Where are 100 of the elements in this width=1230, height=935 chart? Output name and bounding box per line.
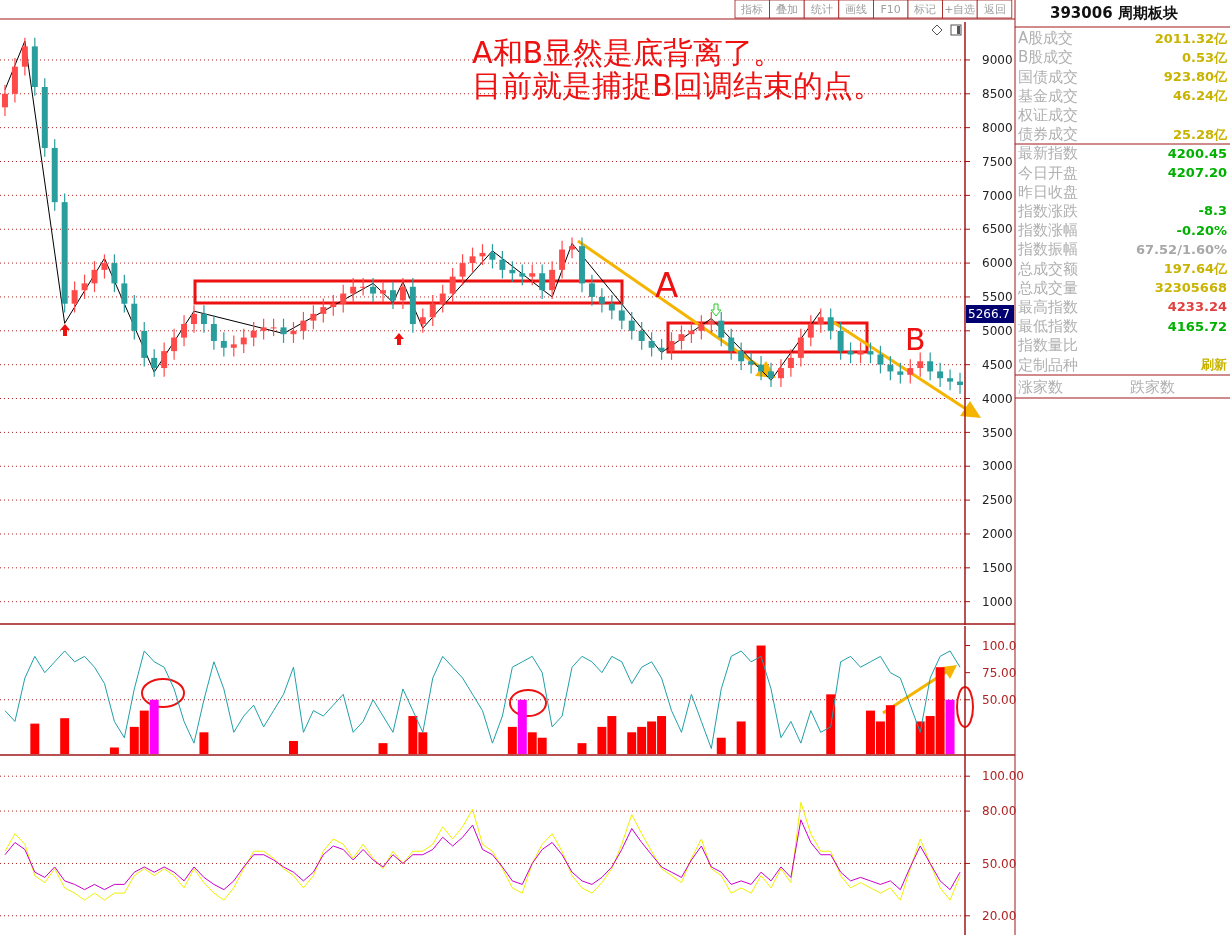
candlestick xyxy=(290,322,297,343)
y-tick-label: 3000 xyxy=(982,459,1013,474)
candlestick xyxy=(817,308,824,333)
candlestick xyxy=(21,37,28,76)
candlestick xyxy=(529,264,536,286)
text: 涨家数 xyxy=(1018,378,1063,397)
category-label: 国债成交 xyxy=(1018,67,1078,86)
candlestick xyxy=(81,274,88,299)
candlestick xyxy=(847,342,854,364)
candlestick xyxy=(807,315,814,347)
bar xyxy=(507,726,517,754)
bar xyxy=(289,740,298,754)
candlestick xyxy=(917,352,924,377)
candlestick xyxy=(797,328,804,367)
text: -0.20% xyxy=(1176,222,1227,238)
text: 5266.7 xyxy=(968,307,1010,322)
candlestick xyxy=(161,342,168,377)
candlestick xyxy=(399,278,406,310)
text: 25.28亿 xyxy=(1172,126,1227,142)
candlestick xyxy=(777,359,784,387)
candlestick xyxy=(738,342,745,370)
y-tick-label: 100.0 xyxy=(982,638,1017,653)
candlestick xyxy=(350,278,357,303)
bar xyxy=(199,732,209,754)
text: 0.53亿 xyxy=(1181,49,1227,65)
candlestick xyxy=(300,311,307,340)
candlestick xyxy=(658,339,665,360)
candlestick xyxy=(648,332,655,357)
candlestick xyxy=(708,311,715,333)
y-tick-label: 5000 xyxy=(982,324,1013,338)
bar xyxy=(756,645,766,754)
y-tick-label: 8500 xyxy=(982,86,1013,101)
text: 393006 周期板块 xyxy=(1050,4,1178,22)
y-tick-label: 3500 xyxy=(982,425,1013,440)
bar xyxy=(109,747,119,754)
candlestick xyxy=(429,294,436,326)
category-label: 总成交额 xyxy=(1017,259,1078,278)
text: 4200.45 xyxy=(1167,145,1227,161)
candlestick xyxy=(519,264,526,286)
y-tick-label: 4500 xyxy=(982,357,1013,372)
candlestick xyxy=(191,305,197,333)
y-tick-label: 5500 xyxy=(982,290,1013,305)
candlestick xyxy=(489,244,496,269)
y-tick-label: 75.00 xyxy=(982,665,1017,680)
candlestick xyxy=(718,311,725,347)
y-tick-label: 20.00 xyxy=(982,909,1017,923)
candlestick xyxy=(588,274,595,306)
y-tick-label: 1500 xyxy=(982,561,1013,576)
bar xyxy=(826,694,836,754)
candlestick xyxy=(449,267,456,303)
candlestick xyxy=(668,332,675,360)
candlestick xyxy=(389,281,396,310)
candlestick xyxy=(937,362,944,387)
candlestick xyxy=(419,308,426,333)
bar xyxy=(30,723,40,754)
category-label: +自选 xyxy=(944,2,976,16)
candlestick xyxy=(360,278,367,296)
candlestick xyxy=(827,308,834,340)
candlestick xyxy=(758,355,765,381)
bar xyxy=(378,743,388,754)
candlestick xyxy=(628,311,635,340)
candlestick xyxy=(857,342,864,364)
category-label: 今日开盘 xyxy=(1018,163,1078,182)
candlestick xyxy=(240,328,247,354)
y-tick-label: 4000 xyxy=(982,391,1013,406)
candlestick xyxy=(598,288,605,313)
candlestick xyxy=(897,362,904,384)
category-label: 指数涨跌 xyxy=(1017,202,1078,221)
text: 67.52/1.60% xyxy=(1136,241,1227,257)
bar xyxy=(716,737,726,754)
y-tick-label: 50.00 xyxy=(982,692,1017,707)
candlestick xyxy=(907,359,914,384)
candlestick xyxy=(459,254,466,286)
candlestick xyxy=(280,318,287,343)
candlestick xyxy=(927,352,934,381)
bar xyxy=(736,721,746,754)
candlestick xyxy=(867,342,874,364)
category-label: 指数涨幅 xyxy=(1017,221,1078,240)
candlestick xyxy=(688,322,695,343)
category-label: 最高指数 xyxy=(1018,298,1078,317)
candlestick xyxy=(787,349,794,377)
candlestick xyxy=(121,274,128,313)
category-label: 指数量比 xyxy=(1017,336,1078,355)
y-tick-label: 6000 xyxy=(982,256,1013,271)
candlestick xyxy=(340,284,347,313)
text: -8.3 xyxy=(1198,203,1227,219)
text: 4207.20 xyxy=(1167,164,1227,180)
annotation: A和B显然是底背离了。 xyxy=(472,35,784,70)
candlestick xyxy=(200,305,207,333)
y-tick-label: 2500 xyxy=(982,493,1013,508)
line-series xyxy=(4,819,961,891)
category-label: 叠加 xyxy=(775,2,798,16)
candlestick xyxy=(171,328,178,360)
category-label: F10 xyxy=(880,2,901,16)
candlestick xyxy=(539,264,546,299)
category-label: 指数振幅 xyxy=(1017,240,1078,259)
candlestick xyxy=(469,247,476,272)
candlestick xyxy=(748,352,755,374)
category-label: 定制品种 xyxy=(1018,355,1078,374)
candlestick xyxy=(618,301,625,330)
